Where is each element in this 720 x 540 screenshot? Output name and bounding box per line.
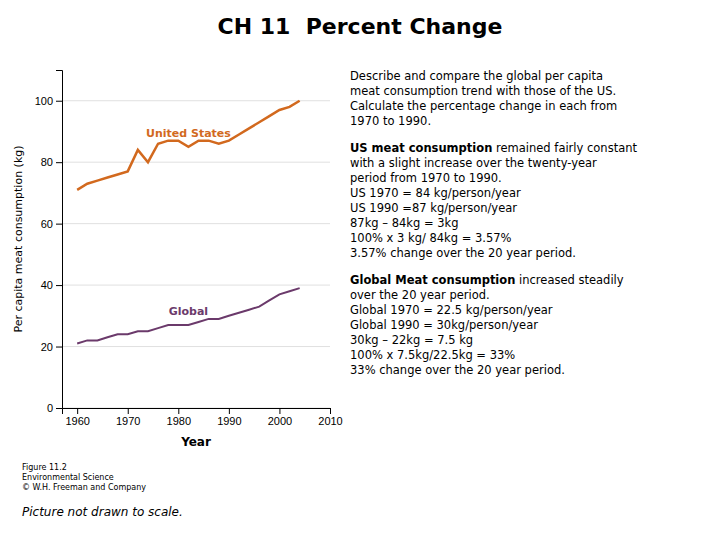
tick: 80	[41, 156, 62, 168]
annotation-line: 1970 to 1990.	[350, 114, 431, 128]
grid-line	[62, 223, 330, 224]
annotation-line: 100% x 3 kg/ 84kg = 3.57%	[350, 231, 512, 245]
tick-label: 60	[41, 218, 53, 230]
tick: 2010	[318, 408, 342, 427]
x-axis: 1960 1970 1980 1990 2000 2010	[63, 408, 343, 427]
annotation-line: Global 1990 = 30kg/person/year	[350, 318, 538, 332]
tick-label: 40	[41, 279, 53, 291]
annotation-line: meat consumption trend with those of the…	[350, 84, 616, 98]
axis-line	[63, 409, 331, 415]
tick-label: 2010	[318, 415, 342, 427]
tick: 1960	[65, 408, 89, 427]
tick-mark	[56, 408, 62, 409]
caption: Figure 11.2	[22, 463, 67, 472]
x-axis-title: Year	[180, 435, 211, 449]
grid-line	[62, 346, 330, 347]
tick: 60	[41, 218, 62, 230]
caption: © W.H. Freeman and Company	[22, 483, 146, 492]
annotation-run: Global Meat consumption	[350, 273, 515, 287]
annotation-line: over the 20 year period.	[350, 288, 490, 302]
annotation-line: period from 1970 to 1990.	[350, 171, 502, 185]
explanation: Describe and compare the global per capi…	[350, 69, 637, 377]
annotation-line: 30kg – 22kg = 7.5 kg	[350, 333, 473, 347]
annotation-line: 87kg – 84kg = 3kg	[350, 216, 458, 230]
title: CH 11 Percent Change	[218, 14, 503, 39]
annotation-run: increased steadily	[515, 273, 623, 287]
annotation-line: 100% x 7.5kg/22.5kg = 33%	[350, 348, 515, 362]
tick-label: 1970	[116, 415, 140, 427]
annotation-line: US meat consumption remained fairly cons…	[350, 141, 637, 155]
annotation-line: Global 1970 = 22.5 kg/person/year	[350, 303, 553, 317]
line	[77, 288, 299, 343]
line	[77, 101, 299, 190]
grid-line	[62, 285, 330, 286]
annotation-line: 3.57% change over the 20 year period.	[350, 246, 576, 260]
tick-mark	[330, 408, 331, 414]
tick-mark	[56, 285, 62, 286]
tick: 100	[35, 95, 62, 107]
tick: 40	[41, 279, 62, 291]
tick-label: 1980	[167, 415, 191, 427]
tick-mark	[229, 408, 230, 414]
series-label: Global	[169, 305, 208, 318]
annotation-line: Calculate the percentage change in each …	[350, 99, 617, 113]
note: Picture not drawn to scale.	[22, 505, 183, 519]
grid-line	[62, 162, 330, 163]
tick-label: 1990	[217, 415, 241, 427]
line-labels: United States Global	[146, 127, 231, 318]
annotation-run: US meat consumption	[350, 141, 492, 155]
chart: CH 11 Percent Change19601970198019902000…	[0, 0, 720, 540]
grid	[62, 101, 330, 408]
plot-area	[77, 101, 299, 344]
annotation-line: Global Meat consumption increased steadi…	[350, 273, 624, 287]
annotation-line: with a slight increase over the twenty-y…	[350, 156, 597, 170]
y-axis: 0 20 40 60 80 100	[35, 71, 63, 415]
tick-mark	[56, 101, 62, 102]
annotation-line: Describe and compare the global per capi…	[350, 69, 603, 83]
tick: 1990	[217, 408, 241, 427]
tick: 2000	[268, 408, 292, 427]
tick: 1980	[167, 408, 191, 427]
tick-label: 80	[41, 156, 53, 168]
tick-mark	[56, 347, 62, 348]
tick: 20	[41, 341, 62, 353]
tick-mark	[56, 224, 62, 225]
tick-label: 2000	[268, 415, 292, 427]
tick-mark	[77, 408, 78, 414]
tick-mark	[178, 408, 179, 414]
annotation-line: US 1990 =87 kg/person/year	[350, 201, 517, 215]
tick: 0	[47, 402, 62, 414]
grid-line	[62, 100, 330, 101]
tick-label: 1960	[65, 415, 89, 427]
caption: Environmental Science	[22, 473, 114, 482]
axis-line	[56, 71, 63, 409]
tick-mark	[128, 408, 129, 414]
tick-mark	[56, 162, 62, 163]
annotation-line: US 1970 = 84 kg/person/year	[350, 186, 521, 200]
tick-label: 0	[47, 402, 53, 414]
annotation-run: remained fairly constant	[492, 141, 637, 155]
series-label: United States	[146, 127, 231, 140]
tick-label: 100	[35, 95, 53, 107]
tick-label: 20	[41, 341, 53, 353]
annotation-line: 33% change over the 20 year period.	[350, 363, 565, 377]
tick: 1970	[116, 408, 140, 427]
y-axis-title: Per capita meat consumption (kg)	[12, 145, 25, 332]
tick-mark	[279, 408, 280, 414]
